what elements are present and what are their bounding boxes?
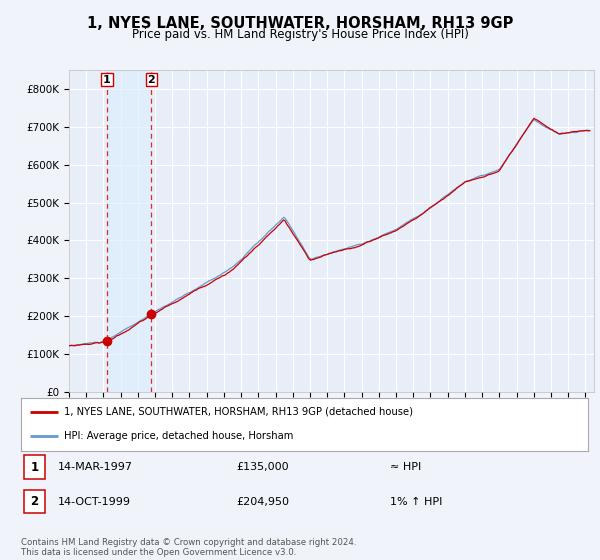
Text: Price paid vs. HM Land Registry's House Price Index (HPI): Price paid vs. HM Land Registry's House … [131, 28, 469, 41]
Text: 2: 2 [148, 75, 155, 85]
FancyBboxPatch shape [24, 490, 46, 514]
Text: Contains HM Land Registry data © Crown copyright and database right 2024.
This d: Contains HM Land Registry data © Crown c… [21, 538, 356, 557]
Text: £135,000: £135,000 [236, 462, 289, 472]
Text: £204,950: £204,950 [236, 497, 289, 507]
Text: 1: 1 [31, 461, 38, 474]
Text: 1, NYES LANE, SOUTHWATER, HORSHAM, RH13 9GP (detached house): 1, NYES LANE, SOUTHWATER, HORSHAM, RH13 … [64, 407, 413, 417]
Text: 1: 1 [103, 75, 111, 85]
Text: 2: 2 [31, 495, 38, 508]
Bar [107, 70, 151, 392]
FancyBboxPatch shape [24, 455, 46, 479]
Text: 14-MAR-1997: 14-MAR-1997 [58, 462, 133, 472]
Text: 1, NYES LANE, SOUTHWATER, HORSHAM, RH13 9GP: 1, NYES LANE, SOUTHWATER, HORSHAM, RH13 … [87, 16, 513, 31]
Text: 14-OCT-1999: 14-OCT-1999 [58, 497, 131, 507]
Text: ≈ HPI: ≈ HPI [389, 462, 421, 472]
Text: HPI: Average price, detached house, Horsham: HPI: Average price, detached house, Hors… [64, 431, 293, 441]
Text: 1% ↑ HPI: 1% ↑ HPI [389, 497, 442, 507]
